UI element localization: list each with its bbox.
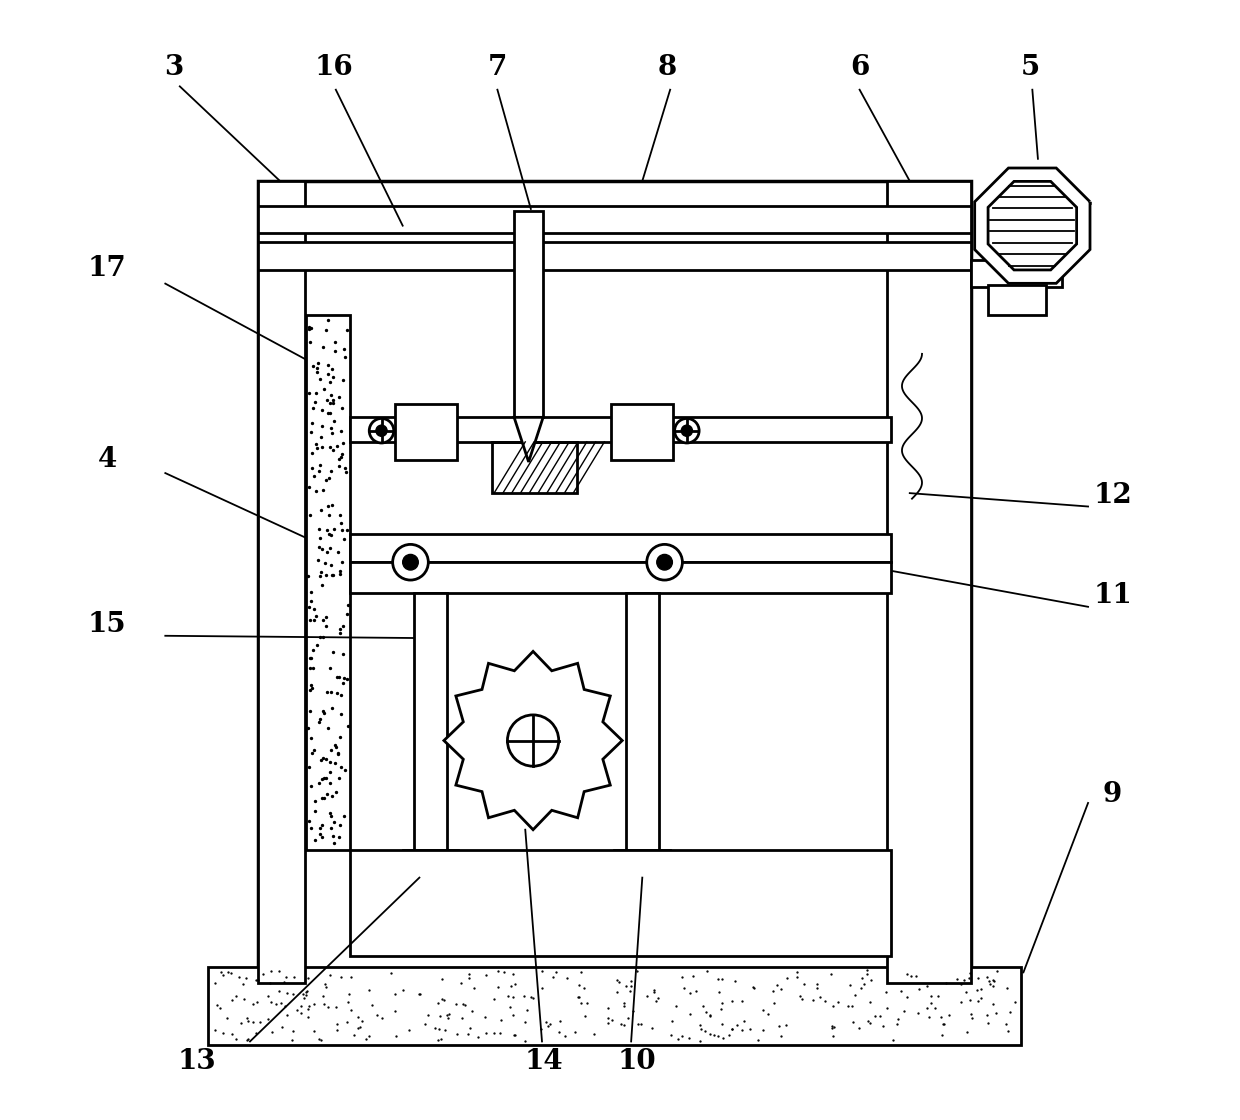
Bar — [351, 534, 890, 562]
Text: 14: 14 — [525, 1048, 563, 1075]
Bar — [615, 850, 670, 875]
Bar — [207, 967, 1022, 1045]
Text: 10: 10 — [618, 1048, 656, 1075]
Circle shape — [507, 715, 559, 766]
Text: 7: 7 — [487, 54, 507, 81]
Polygon shape — [988, 181, 1076, 270]
Bar — [394, 404, 458, 459]
Circle shape — [681, 426, 692, 437]
Circle shape — [647, 544, 682, 580]
Bar — [306, 315, 351, 850]
Bar — [888, 181, 971, 983]
Text: 8: 8 — [657, 54, 677, 81]
Circle shape — [403, 554, 418, 570]
Text: 12: 12 — [1094, 482, 1132, 508]
Circle shape — [675, 419, 699, 444]
Polygon shape — [975, 168, 1090, 283]
Bar — [258, 242, 971, 270]
Text: 9: 9 — [1102, 781, 1122, 808]
Circle shape — [370, 419, 394, 444]
Circle shape — [376, 426, 387, 437]
Bar — [258, 206, 971, 233]
Bar — [258, 181, 971, 983]
Polygon shape — [444, 652, 622, 830]
Bar — [971, 260, 1063, 287]
Bar — [988, 284, 1045, 315]
Bar — [351, 562, 890, 594]
Text: 3: 3 — [165, 54, 184, 81]
Circle shape — [657, 554, 672, 570]
Text: 11: 11 — [1094, 582, 1132, 609]
Text: 5: 5 — [1021, 54, 1040, 81]
Bar — [403, 850, 459, 875]
Text: 17: 17 — [88, 254, 126, 281]
Bar — [414, 594, 448, 852]
Text: 6: 6 — [849, 54, 869, 81]
Bar — [351, 850, 890, 955]
Text: 4: 4 — [98, 446, 117, 474]
Text: 16: 16 — [314, 54, 353, 81]
Polygon shape — [515, 418, 543, 461]
Bar — [611, 404, 673, 459]
Text: 13: 13 — [177, 1048, 216, 1075]
Bar — [492, 442, 577, 493]
Bar — [625, 594, 658, 852]
Circle shape — [393, 544, 428, 580]
Bar — [515, 212, 543, 418]
Bar — [258, 181, 305, 983]
Bar — [351, 418, 890, 442]
Text: 15: 15 — [88, 612, 126, 638]
